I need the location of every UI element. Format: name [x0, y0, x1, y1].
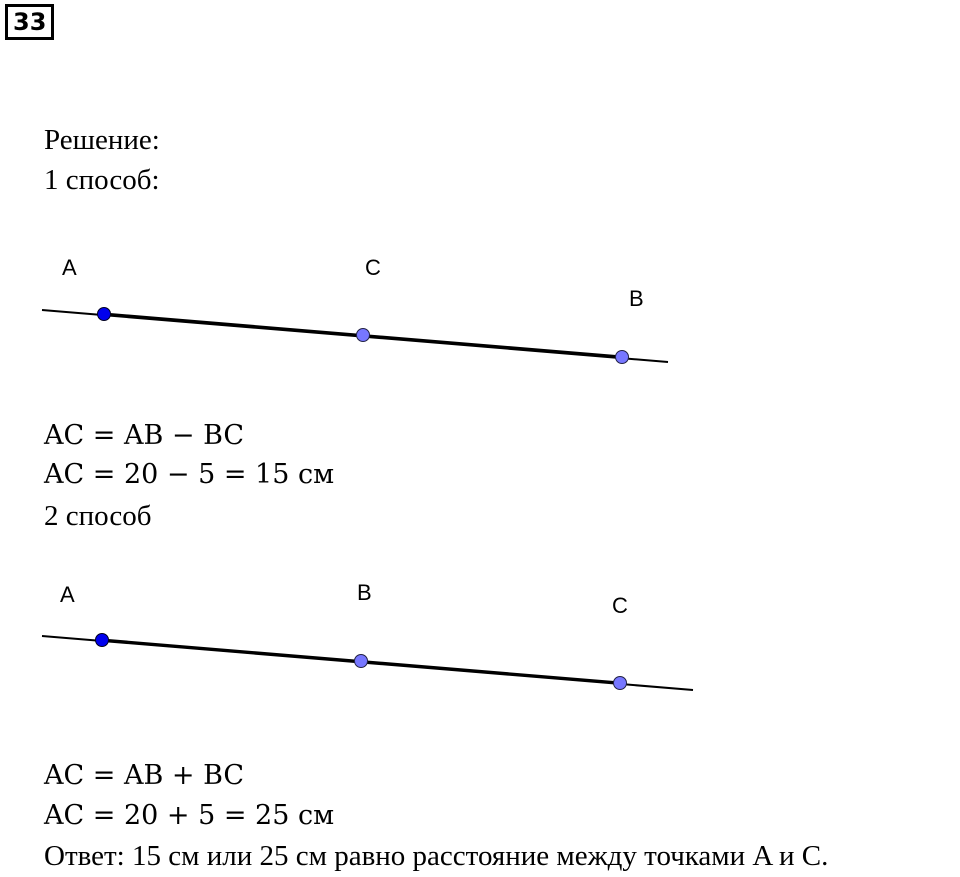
problem-number: 33 [5, 4, 55, 40]
label-a: A [62, 255, 77, 280]
label-c: C [365, 255, 381, 280]
method2-title: 2 способ [44, 500, 152, 532]
label-b: B [357, 580, 372, 605]
method2-figure: A B C [41, 580, 694, 691]
label-b: B [629, 286, 644, 311]
method1-figure: A C B [41, 255, 669, 364]
method1-eq1: AC = AB − BC [44, 420, 245, 451]
point-a [95, 633, 109, 647]
method1-title: 1 способ: [44, 164, 160, 196]
method1-eq2: AC = 20 − 5 = 15 см [44, 459, 335, 490]
answer-text: Ответ: 15 см или 25 см равно расстояние … [44, 840, 829, 872]
label-a: A [60, 582, 75, 607]
solution-heading: Решение: [44, 124, 160, 156]
point-b [354, 654, 368, 668]
point-b [615, 350, 629, 364]
label-c: C [612, 593, 628, 618]
method2-eq1: AC = AB + BC [44, 760, 245, 791]
point-a [97, 307, 111, 321]
method2-eq2: AC = 20 + 5 = 25 см [44, 800, 335, 831]
point-c [613, 676, 627, 690]
point-c [356, 328, 370, 342]
